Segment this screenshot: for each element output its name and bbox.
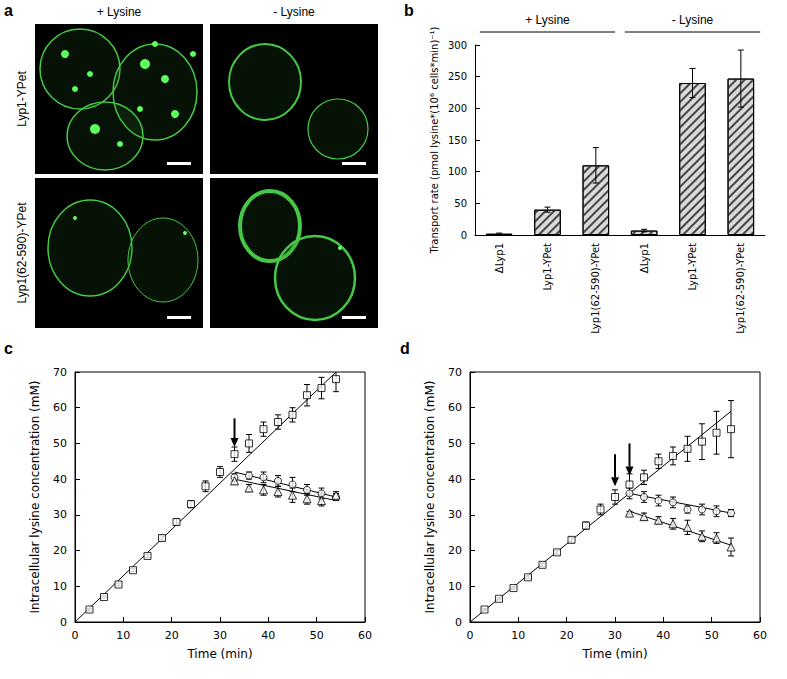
svg-text:0: 0: [467, 629, 474, 642]
svg-text:150: 150: [448, 135, 467, 146]
svg-text:Lyp1-YPet: Lyp1-YPet: [542, 243, 553, 291]
svg-text:100: 100: [448, 166, 467, 177]
svg-text:Lyp1(62-590)-YPet: Lyp1(62-590)-YPet: [590, 243, 601, 334]
svg-text:Time (min): Time (min): [581, 647, 647, 661]
svg-text:a: a: [4, 2, 13, 19]
svg-text:0: 0: [455, 616, 462, 629]
svg-text:50: 50: [705, 629, 719, 642]
svg-text:+ Lysine: + Lysine: [97, 5, 142, 19]
svg-text:Lyp1-YPet: Lyp1-YPet: [687, 243, 698, 291]
svg-text:70: 70: [448, 366, 462, 379]
svg-text:200: 200: [448, 103, 467, 114]
svg-text:30: 30: [448, 508, 462, 521]
svg-text:50: 50: [454, 198, 467, 209]
svg-text:Intracellular lysine concentra: Intracellular lysine concentration (mM): [423, 381, 437, 614]
svg-text:50: 50: [310, 629, 324, 642]
svg-text:70: 70: [53, 366, 67, 379]
svg-text:10: 10: [53, 580, 67, 593]
svg-text:250: 250: [448, 71, 467, 82]
svg-text:60: 60: [53, 401, 67, 414]
svg-text:Lyp1(62-590)-YPet: Lyp1(62-590)-YPet: [735, 243, 746, 334]
svg-text:20: 20: [165, 629, 179, 642]
svg-text:Lyp1(62-590)-YPet: Lyp1(62-590)-YPet: [15, 202, 29, 304]
svg-text:300: 300: [448, 40, 467, 51]
svg-text:40: 40: [261, 629, 275, 642]
svg-text:- Lysine: - Lysine: [273, 5, 315, 19]
svg-text:ΔLyp1: ΔLyp1: [639, 243, 650, 273]
svg-text:20: 20: [448, 544, 462, 557]
svg-text:c: c: [4, 340, 13, 357]
svg-text:50: 50: [53, 437, 67, 450]
svg-text:10: 10: [116, 629, 130, 642]
svg-text:30: 30: [608, 629, 622, 642]
svg-text:60: 60: [753, 629, 767, 642]
svg-text:40: 40: [53, 473, 67, 486]
svg-text:Transport rate (pmol lysine*(1: Transport rate (pmol lysine*(10⁶ cells*m…: [429, 26, 440, 254]
svg-text:b: b: [404, 2, 414, 19]
svg-text:Intracellular lysine concentra: Intracellular lysine concentration (mM): [28, 381, 42, 614]
svg-text:0: 0: [461, 230, 467, 241]
svg-text:20: 20: [53, 544, 67, 557]
svg-text:10: 10: [511, 629, 525, 642]
svg-text:60: 60: [448, 401, 462, 414]
svg-text:ΔLyp1: ΔLyp1: [494, 243, 505, 273]
svg-text:50: 50: [448, 437, 462, 450]
svg-text:0: 0: [60, 616, 67, 629]
svg-text:- Lysine: - Lysine: [672, 13, 714, 27]
svg-text:d: d: [400, 340, 410, 357]
svg-text:0: 0: [72, 629, 79, 642]
svg-text:30: 30: [53, 508, 67, 521]
svg-text:Lyp1-YPet: Lyp1-YPet: [15, 71, 29, 127]
svg-text:10: 10: [448, 580, 462, 593]
svg-text:30: 30: [213, 629, 227, 642]
svg-text:40: 40: [656, 629, 670, 642]
svg-text:60: 60: [358, 629, 372, 642]
svg-text:20: 20: [560, 629, 574, 642]
svg-text:Time (min): Time (min): [186, 647, 252, 661]
svg-text:+ Lysine: + Lysine: [525, 13, 570, 27]
svg-text:40: 40: [448, 473, 462, 486]
